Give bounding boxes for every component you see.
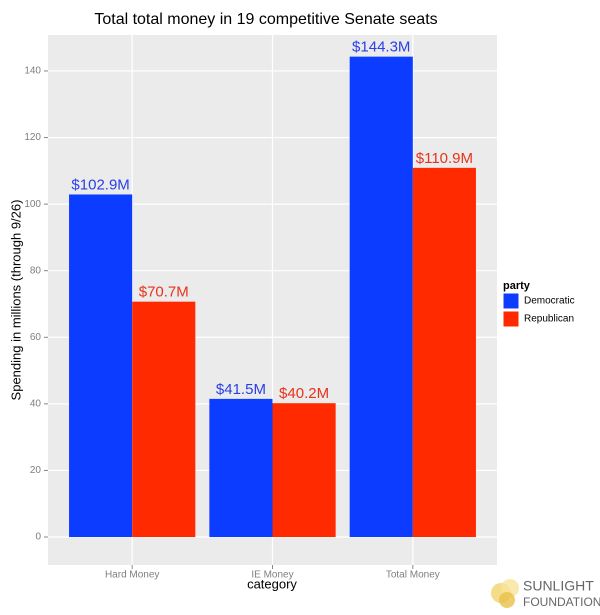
value-label: $41.5M — [216, 381, 266, 398]
logo-text: SUNLIGHT — [523, 578, 594, 594]
y-tick-label: 60 — [30, 332, 42, 343]
bar — [272, 403, 336, 538]
y-tick-label: 120 — [24, 132, 41, 143]
y-tick-label: 140 — [24, 66, 41, 77]
logo-circle — [499, 592, 515, 608]
value-label: $144.3M — [352, 39, 410, 56]
logo-text: FOUNDATION — [523, 595, 600, 609]
plot-area: 0 20 40 60 80 100 120 140 Hard Money IE Money Tota… — [24, 35, 497, 581]
value-label: $70.7M — [139, 284, 189, 301]
y-tick-label: 0 — [35, 532, 41, 543]
legend: Democratic Republican — [502, 292, 575, 328]
legend-title: party — [503, 280, 531, 292]
legend-label: Republican — [524, 314, 574, 325]
x-tick-label: IE Money — [251, 570, 293, 581]
x-tick-label: Hard Money — [105, 570, 159, 581]
bar — [132, 301, 196, 538]
bar — [412, 167, 476, 538]
legend-swatch — [502, 310, 520, 328]
value-label: $40.2M — [279, 385, 329, 402]
x-axis-title: category — [247, 576, 297, 591]
logo: SUNLIGHT FOUNDATION — [491, 578, 600, 609]
bar — [349, 56, 413, 538]
y-tick-label: 80 — [30, 265, 42, 276]
x-tick-label: Total Money — [386, 570, 440, 581]
y-axis-title: Spending in millions (through 9/26) — [8, 200, 23, 401]
bar — [69, 194, 133, 538]
y-tick-label: 40 — [30, 399, 42, 410]
y-tick-label: 20 — [30, 465, 42, 476]
value-label: $102.9M — [71, 176, 129, 193]
bar — [209, 398, 273, 538]
chart-title: Total total money in 19 competitive Sena… — [94, 11, 437, 28]
y-tick-label: 100 — [24, 199, 41, 210]
legend-label: Democratic — [524, 296, 575, 307]
value-label: $110.9M — [416, 150, 473, 167]
legend-swatch — [502, 292, 520, 310]
